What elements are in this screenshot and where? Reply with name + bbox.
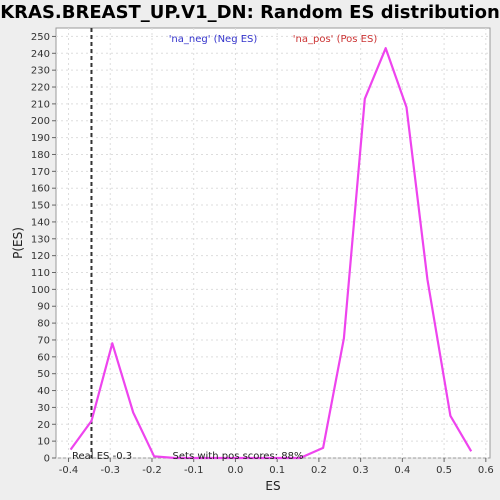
x-tick-label: -0.2 — [142, 465, 162, 476]
real-es-label: Real ES -0.3 — [72, 451, 132, 462]
y-tick-label: 130 — [31, 234, 50, 245]
x-tick-label: 0.0 — [227, 465, 243, 476]
y-tick-label: 70 — [37, 335, 50, 346]
y-tick-label: 160 — [31, 184, 50, 195]
x-tick-label: -0.4 — [59, 465, 79, 476]
x-tick-label: 0.3 — [353, 465, 369, 476]
y-tick-label: 30 — [37, 403, 50, 414]
y-tick-label: 210 — [31, 99, 50, 110]
y-tick-label: 120 — [31, 251, 50, 262]
y-tick-label: 170 — [31, 167, 50, 178]
y-tick-label: 50 — [37, 369, 50, 380]
x-tick-label: 0.4 — [394, 465, 410, 476]
pos-scores-annotation: Sets with pos scores: 88% — [173, 451, 304, 462]
y-tick-label: 80 — [37, 319, 50, 330]
x-tick-label: -0.3 — [100, 465, 120, 476]
y-tick-label: 240 — [31, 49, 50, 60]
y-tick-label: 200 — [31, 116, 50, 127]
plot-background — [55, 27, 491, 459]
y-tick-label: 110 — [31, 268, 50, 279]
y-tick-label: 60 — [37, 352, 50, 363]
x-tick-label: 0.6 — [478, 465, 494, 476]
x-tick-label: -0.1 — [184, 465, 204, 476]
y-tick-label: 100 — [31, 285, 50, 296]
grid — [56, 28, 490, 459]
y-tick-label: 10 — [37, 437, 50, 448]
y-tick-label: 0 — [44, 454, 50, 465]
y-tick-label: 230 — [31, 66, 50, 77]
y-tick-label: 140 — [31, 217, 50, 228]
axis-ticks: 0 10 20 30 40 50 60 70 80 90 100 110 120 130 140 150 160… — [31, 32, 494, 476]
y-tick-label: 20 — [37, 420, 50, 431]
y-tick-label: 250 — [31, 32, 50, 43]
y-tick-label: 220 — [31, 83, 50, 94]
y-tick-label: 40 — [37, 386, 50, 397]
y-tick-label: 190 — [31, 133, 50, 144]
x-tick-label: 0.5 — [436, 465, 452, 476]
x-tick-label: 0.1 — [269, 465, 285, 476]
chart-title: KRAS.BREAST_UP.V1_DN: Random ES distribu… — [0, 2, 500, 23]
legend-neg-label: 'na_neg' (Neg ES) — [169, 34, 258, 45]
legend-pos-label: 'na_pos' (Pos ES) — [293, 34, 378, 45]
x-tick-label: 0.2 — [311, 465, 327, 476]
x-axis-title: ES — [265, 479, 280, 493]
y-tick-label: 150 — [31, 201, 50, 212]
y-tick-label: 180 — [31, 150, 50, 161]
es-distribution-line — [69, 47, 473, 460]
y-axis-title: P(ES) — [11, 227, 25, 259]
y-tick-label: 90 — [37, 302, 50, 313]
series-layer — [69, 47, 473, 460]
